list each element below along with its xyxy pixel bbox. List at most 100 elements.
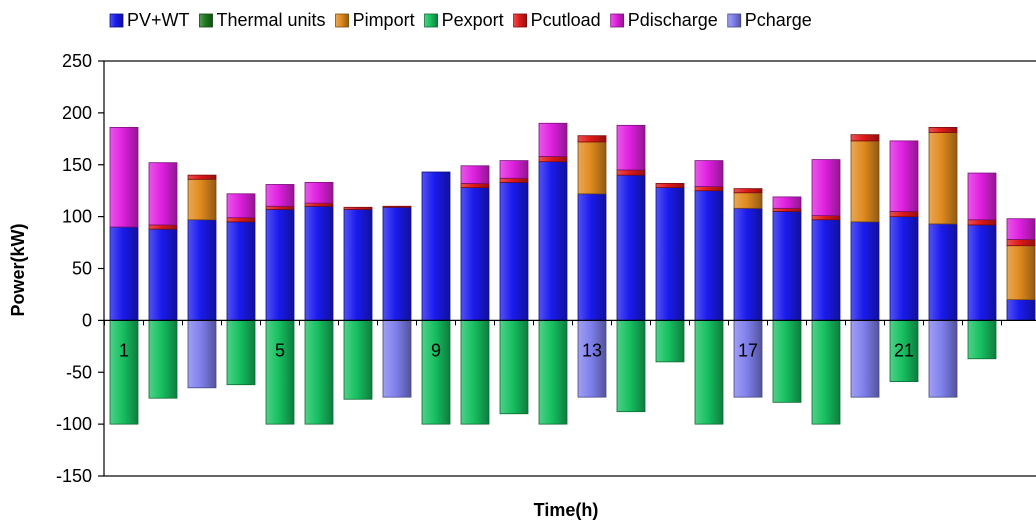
bar-pv-wt-8 — [382, 206, 412, 321]
bar-pv-wt-24 — [1006, 299, 1036, 321]
bar-pdischarge-6 — [304, 181, 334, 204]
y-axis-title: Power(kW) — [8, 223, 28, 316]
legend-label: Pdischarge — [628, 10, 718, 30]
bar-pv-wt-2 — [148, 228, 178, 321]
y-tick-label: -150 — [56, 466, 92, 486]
bar-pcutload-18 — [772, 207, 802, 212]
legend-label: Pcutload — [531, 10, 601, 30]
bar-pcharge-22 — [928, 319, 958, 398]
bar-pexport-10 — [460, 319, 490, 425]
bar-pcutload-20 — [850, 134, 880, 142]
bar-pexport-7 — [343, 319, 373, 400]
bar-pv-wt-7 — [343, 208, 373, 321]
legend-swatch — [424, 13, 438, 28]
bar-pv-wt-9 — [421, 171, 451, 321]
bar-pexport-9 — [421, 319, 451, 425]
bar-pv-wt-12 — [538, 161, 568, 321]
bar-pexport-5 — [265, 319, 295, 425]
bar-pcutload-24 — [1006, 239, 1036, 247]
bar-pdischarge-2 — [148, 162, 178, 226]
bar-pexport-14 — [616, 319, 646, 413]
bar-pexport-18 — [772, 319, 802, 403]
axes-group: 250 200 150 100 50 0 -50 -100 -150 1 5 9 13 17 21 — [56, 51, 1036, 486]
y-tick-label: 250 — [62, 51, 92, 71]
x-tick-label: 1 — [119, 340, 129, 360]
x-axis-title: Time(h) — [534, 500, 599, 520]
bar-pcharge-13 — [577, 319, 607, 398]
legend-swatch — [727, 13, 742, 28]
bar-pcutload-16 — [694, 186, 724, 192]
bar-pexport-15 — [655, 319, 685, 363]
bar-series-group — [109, 122, 1036, 425]
legend-label: Pexport — [442, 10, 504, 30]
bar-pv-wt-1 — [109, 226, 139, 321]
bar-pcutload-14 — [616, 169, 646, 176]
bar-pcutload-13 — [577, 135, 607, 143]
y-tick-label: -50 — [66, 362, 92, 382]
chart-legend: PV+WT Thermal units Pimport Pexport Pcutload… — [109, 10, 812, 30]
bar-pdischarge-4 — [226, 193, 256, 219]
bar-pcutload-15 — [655, 183, 685, 188]
bar-pimport-20 — [850, 140, 880, 223]
x-tick-label: 21 — [894, 340, 914, 360]
bar-pv-wt-17 — [733, 207, 763, 321]
y-tick-label: -100 — [56, 414, 92, 434]
legend-swatch — [610, 13, 625, 28]
x-tick-label: 13 — [582, 340, 602, 360]
legend-item-pcutload: Pcutload — [513, 10, 601, 30]
x-tick-label: 17 — [738, 340, 758, 360]
x-tick-label: 5 — [275, 340, 285, 360]
bar-pexport-23 — [967, 319, 997, 360]
bar-pv-wt-16 — [694, 190, 724, 321]
bar-pdischarge-19 — [811, 159, 841, 216]
bar-pcutload-12 — [538, 156, 568, 163]
bar-pimport-13 — [577, 141, 607, 195]
y-tick-label: 0 — [82, 310, 92, 330]
bar-pdischarge-21 — [889, 140, 919, 212]
legend-item-pv-wt: PV+WT — [109, 10, 190, 30]
bar-pv-wt-4 — [226, 221, 256, 321]
bar-pv-wt-6 — [304, 205, 334, 321]
bar-pcharge-3 — [187, 319, 217, 389]
bar-pv-wt-23 — [967, 224, 997, 321]
legend-item-pexport: Pexport — [424, 10, 504, 30]
bar-pv-wt-18 — [772, 211, 802, 321]
legend-item-thermal-units: Thermal units — [199, 10, 326, 30]
bar-pcutload-23 — [967, 219, 997, 226]
bar-pdischarge-18 — [772, 196, 802, 209]
bar-pcutload-10 — [460, 183, 490, 188]
bar-pv-wt-14 — [616, 174, 646, 321]
bar-pv-wt-20 — [850, 221, 880, 321]
bar-pv-wt-10 — [460, 187, 490, 321]
bar-pcutload-6 — [304, 202, 334, 207]
bar-pcutload-7 — [343, 206, 373, 210]
bar-pv-wt-11 — [499, 181, 529, 321]
bar-pdischarge-24 — [1006, 218, 1036, 240]
bar-pdischarge-14 — [616, 124, 646, 171]
bar-pexport-12 — [538, 319, 568, 425]
bar-pdischarge-11 — [499, 160, 529, 179]
bar-pv-wt-3 — [187, 219, 217, 321]
y-tick-label: 50 — [72, 259, 92, 279]
bar-pimport-24 — [1006, 245, 1036, 301]
legend-label: Pcharge — [745, 10, 812, 30]
bar-pcutload-22 — [928, 127, 958, 133]
legend-swatch — [199, 13, 213, 28]
bar-pv-wt-15 — [655, 187, 685, 321]
bar-pcutload-19 — [811, 215, 841, 221]
bar-pexport-2 — [148, 319, 178, 399]
bar-pexport-6 — [304, 319, 334, 425]
legend-item-pimport: Pimport — [335, 10, 415, 30]
bar-pv-wt-13 — [577, 193, 607, 321]
bar-pimport-17 — [733, 192, 763, 209]
bar-pcharge-8 — [382, 319, 412, 398]
bar-pexport-16 — [694, 319, 724, 425]
bar-pcutload-5 — [265, 205, 295, 210]
bar-pv-wt-21 — [889, 216, 919, 321]
bar-pdischarge-16 — [694, 160, 724, 187]
bar-pv-wt-22 — [928, 223, 958, 321]
legend-item-pdischarge: Pdischarge — [610, 10, 718, 30]
bar-pcharge-17 — [733, 319, 763, 398]
bar-pimport-22 — [928, 132, 958, 225]
